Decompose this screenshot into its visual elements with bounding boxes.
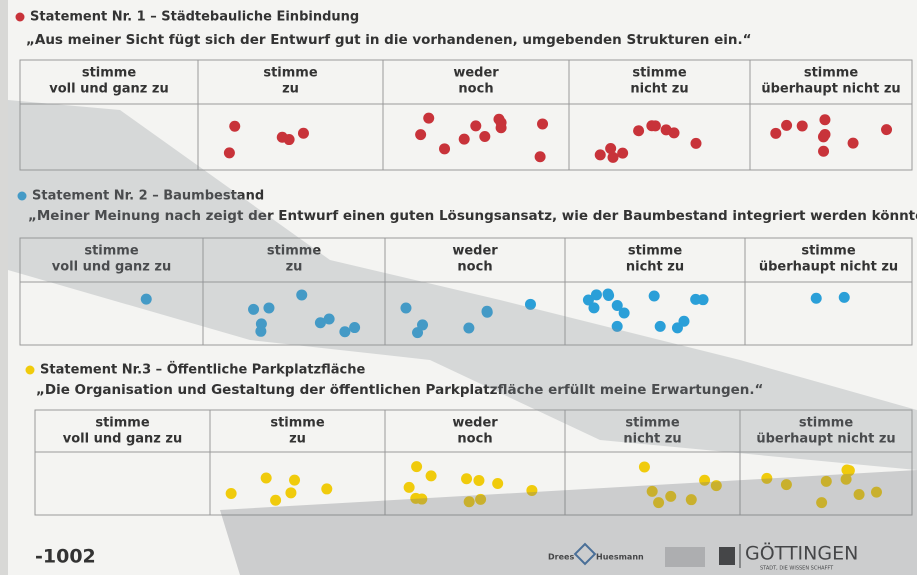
vote-dot (770, 128, 781, 139)
column-header: stimme (95, 416, 150, 431)
vote-dot (649, 291, 660, 302)
vote-dot (781, 120, 792, 131)
vote-dot (819, 129, 830, 140)
column-header: voll und ganz zu (63, 432, 182, 447)
vote-dot (404, 482, 415, 493)
vote-dot (285, 487, 296, 498)
vote-dot (839, 292, 850, 303)
vote-dot (226, 488, 237, 499)
poster: Statement Nr. 1 – Städtebauliche Einbind… (0, 0, 917, 575)
vote-dot (470, 120, 481, 131)
vote-dot (603, 289, 614, 300)
vote-dot (595, 149, 606, 160)
vote-dot (492, 478, 503, 489)
vote-dot (439, 143, 450, 154)
statement-bullet (16, 13, 25, 22)
column-header: stimme (628, 244, 683, 259)
vote-dot (496, 122, 507, 133)
column-header: nicht zu (626, 260, 684, 275)
vote-dot (669, 127, 680, 138)
vote-dot (289, 475, 300, 486)
vote-dot (588, 302, 599, 313)
vote-dot (691, 138, 702, 149)
vote-dot (819, 114, 830, 125)
column-header: weder (452, 244, 498, 259)
vote-dot (818, 146, 829, 157)
vote-dot (423, 113, 434, 124)
vote-dot (415, 129, 426, 140)
vote-dot (639, 461, 650, 472)
statement-title: Statement Nr. 1 – Städtebauliche Einbind… (30, 10, 359, 25)
column-header: stimme (263, 66, 318, 81)
vote-dot (797, 120, 808, 131)
column-header: stimme (801, 244, 856, 259)
column-header: nicht zu (630, 82, 688, 97)
column-header: stimme (632, 66, 687, 81)
vote-dot (261, 473, 272, 484)
vote-dot (612, 300, 623, 311)
vote-dot (321, 483, 332, 494)
vote-dot (672, 322, 683, 333)
vote-dot (881, 124, 892, 135)
poster-number: -1002 (35, 546, 96, 568)
vote-dot (690, 294, 701, 305)
vote-dot (848, 138, 859, 149)
vote-dot (617, 148, 628, 159)
vote-dot (535, 151, 546, 162)
statement-quote: „Aus meiner Sicht fügt sich der Entwurf … (26, 32, 751, 48)
vote-dot (811, 293, 822, 304)
vote-dot (605, 143, 616, 154)
column-header: weder (453, 66, 499, 81)
column-header: noch (457, 432, 492, 447)
vote-dot (650, 120, 661, 131)
vote-dot (270, 495, 281, 506)
column-header: weder (452, 416, 498, 431)
vote-dot (591, 289, 602, 300)
column-header: stimme (270, 416, 325, 431)
vote-dot (459, 134, 470, 145)
vote-dot (473, 475, 484, 486)
column-header: noch (458, 82, 493, 97)
column-header: noch (457, 260, 492, 275)
column-header: überhaupt nicht zu (759, 260, 898, 275)
column-header: zu (282, 82, 299, 97)
vote-dot (298, 128, 309, 139)
vote-dot (277, 132, 288, 143)
vote-dot (426, 470, 437, 481)
statement-bullet (26, 366, 35, 375)
vote-dot (229, 121, 240, 132)
column-header: voll und ganz zu (49, 82, 168, 97)
column-header: stimme (82, 66, 137, 81)
vote-dot (461, 473, 472, 484)
vote-dot (479, 131, 490, 142)
column-header: überhaupt nicht zu (761, 82, 900, 97)
column-header: zu (289, 432, 306, 447)
vote-dot (537, 118, 548, 129)
vote-dot (655, 321, 666, 332)
vote-dot (411, 461, 422, 472)
vote-dot (224, 147, 235, 158)
statement-title: Statement Nr.3 – Öffentliche Parkplatzfl… (40, 362, 365, 378)
column-header: stimme (804, 66, 859, 81)
vote-dot (633, 125, 644, 136)
